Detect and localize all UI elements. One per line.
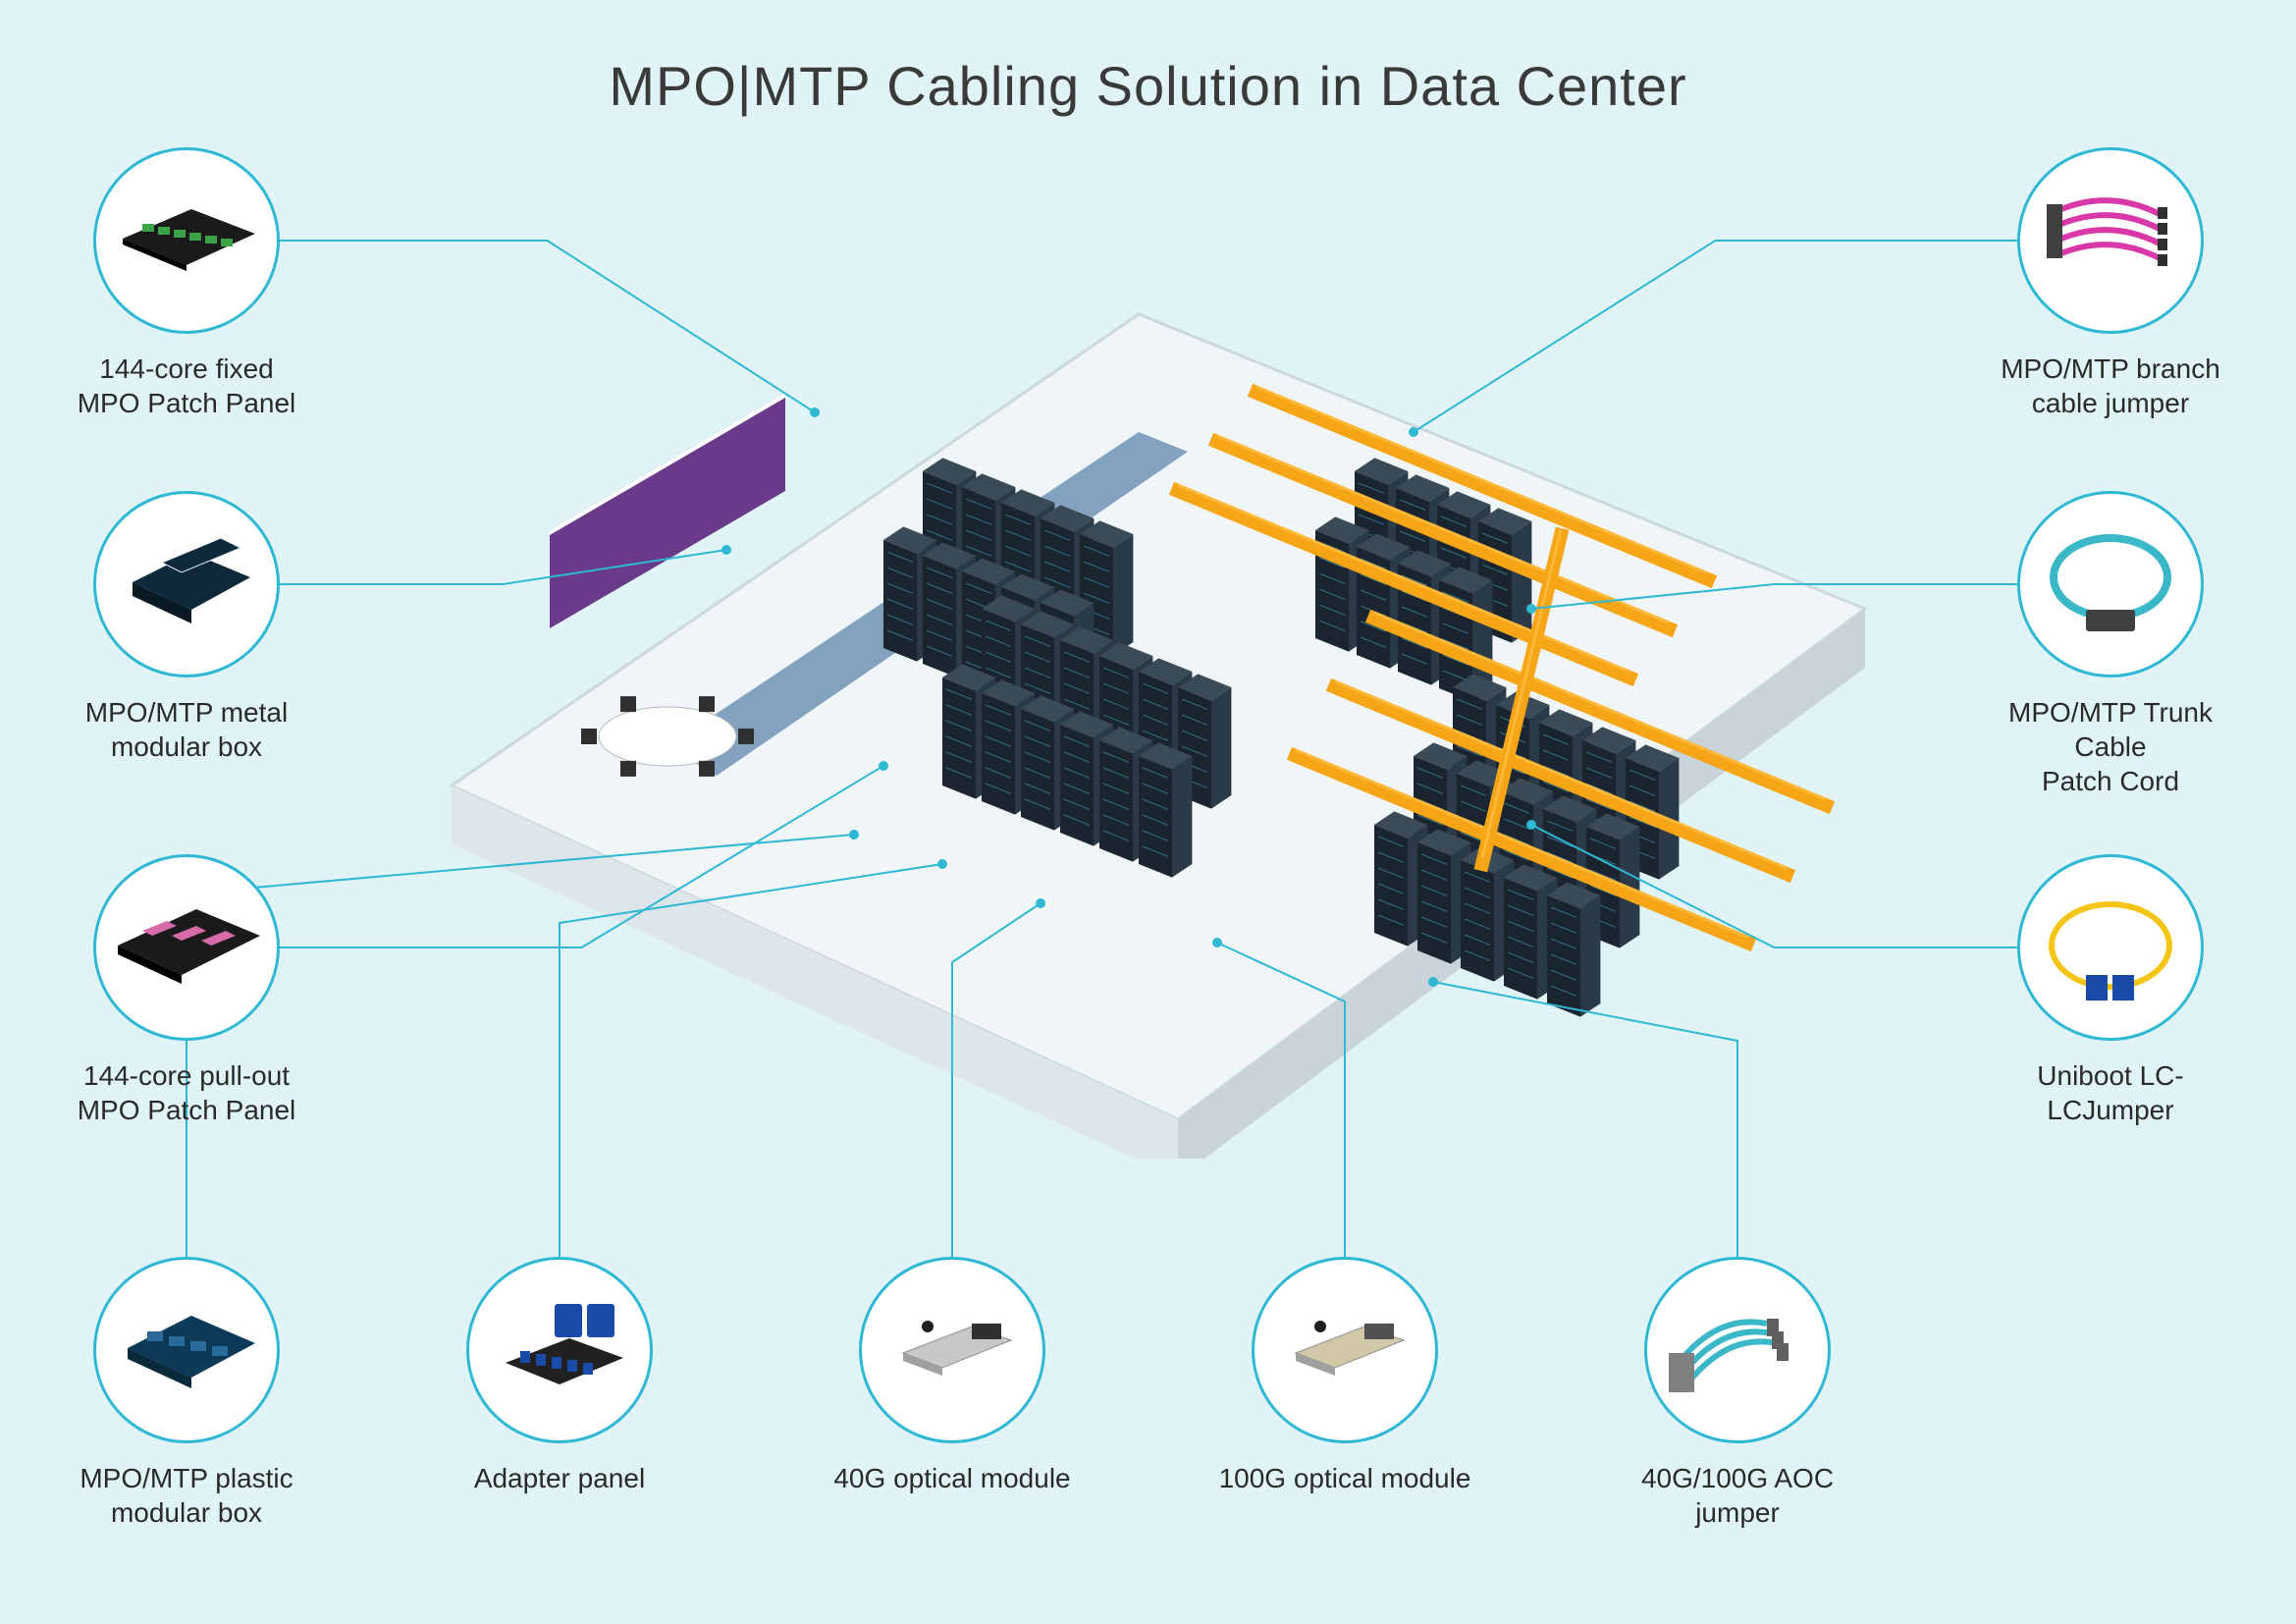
40g-module-icon <box>879 1309 1026 1392</box>
callout-label-40g-module: 40G optical module <box>825 1461 1080 1495</box>
callout-label-adapter-panel: Adapter panel <box>432 1461 687 1495</box>
callout-adapter-panel: Adapter panel <box>432 1257 687 1495</box>
callout-metal-modular-box: MPO/MTP metalmodular box <box>59 491 314 764</box>
branch-jumper-icon <box>2032 180 2189 302</box>
adapter-panel-icon <box>491 1294 628 1407</box>
trunk-cable-icon <box>2032 523 2189 646</box>
callout-plastic-modular-box: MPO/MTP plasticmodular box <box>59 1257 314 1530</box>
callout-pullout-patch-panel: 144-core pull-outMPO Patch Panel <box>59 854 314 1127</box>
callout-circle-100g-module <box>1252 1257 1438 1443</box>
callout-fixed-patch-panel: 144-core fixedMPO Patch Panel <box>59 147 314 420</box>
callout-label-metal-modular-box: MPO/MTP metalmodular box <box>59 695 314 764</box>
floor-svg <box>373 275 1904 1159</box>
callout-label-trunk-cable: MPO/MTP Trunk CablePatch Cord <box>1983 695 2238 798</box>
callout-label-100g-module: 100G optical module <box>1217 1461 1472 1495</box>
page-title: MPO|MTP Cabling Solution in Data Center <box>609 54 1686 118</box>
callout-circle-plastic-modular-box <box>93 1257 280 1443</box>
plastic-modular-box-icon <box>113 1304 260 1397</box>
callout-label-aoc-jumper: 40G/100G AOC jumper <box>1610 1461 1865 1530</box>
uniboot-lc-icon <box>2032 887 2189 1009</box>
callout-circle-adapter-panel <box>466 1257 653 1443</box>
callout-label-uniboot-lc: Uniboot LC-LCJumper <box>1983 1058 2238 1127</box>
callout-uniboot-lc: Uniboot LC-LCJumper <box>1983 854 2238 1127</box>
callout-40g-module: 40G optical module <box>825 1257 1080 1495</box>
callout-label-plastic-modular-box: MPO/MTP plasticmodular box <box>59 1461 314 1530</box>
callout-label-pullout-patch-panel: 144-core pull-outMPO Patch Panel <box>59 1058 314 1127</box>
callout-trunk-cable: MPO/MTP Trunk CablePatch Cord <box>1983 491 2238 798</box>
callout-100g-module: 100G optical module <box>1217 1257 1472 1495</box>
fixed-patch-panel-icon <box>113 204 260 278</box>
datacenter-scene <box>373 275 1904 1159</box>
callout-label-branch-jumper: MPO/MTP branchcable jumper <box>1983 352 2238 420</box>
callout-label-fixed-patch-panel: 144-core fixedMPO Patch Panel <box>59 352 314 420</box>
callout-branch-jumper: MPO/MTP branchcable jumper <box>1983 147 2238 420</box>
pullout-patch-panel-icon <box>108 901 265 995</box>
callout-circle-pullout-patch-panel <box>93 854 280 1041</box>
callout-circle-metal-modular-box <box>93 491 280 677</box>
metal-modular-box-icon <box>113 533 260 636</box>
callout-aoc-jumper: 40G/100G AOC jumper <box>1610 1257 1865 1530</box>
aoc-jumper-icon <box>1659 1294 1816 1407</box>
callout-circle-aoc-jumper <box>1644 1257 1831 1443</box>
callout-circle-fixed-patch-panel <box>93 147 280 334</box>
100g-module-icon <box>1271 1309 1418 1392</box>
callout-circle-trunk-cable <box>2017 491 2204 677</box>
callout-circle-uniboot-lc <box>2017 854 2204 1041</box>
callout-circle-40g-module <box>859 1257 1045 1443</box>
callout-circle-branch-jumper <box>2017 147 2204 334</box>
